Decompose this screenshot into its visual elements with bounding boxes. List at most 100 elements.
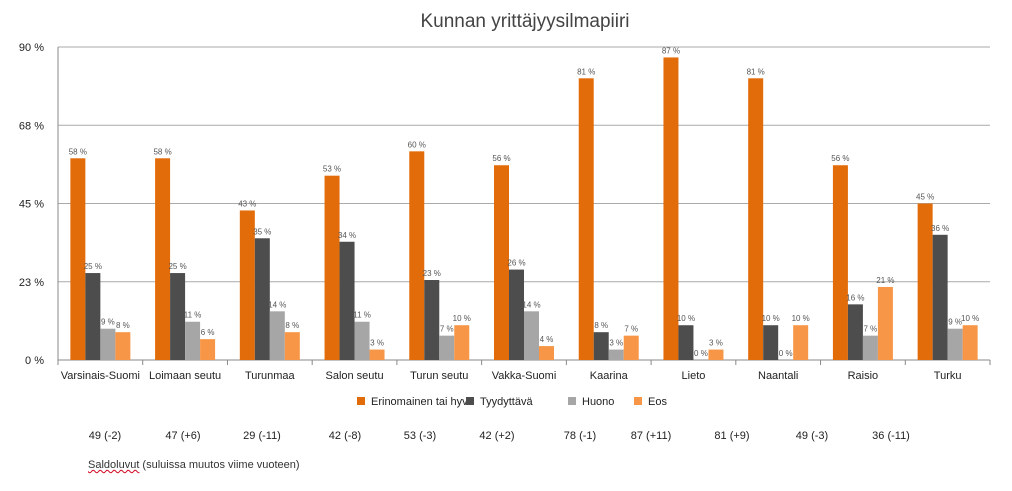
bar — [917, 203, 933, 360]
data-label: 26 % — [507, 259, 525, 268]
bar — [115, 332, 131, 360]
data-label: 11 % — [184, 311, 202, 320]
x-tick-label: Salon seutu — [325, 370, 383, 382]
bar — [623, 335, 639, 360]
data-label: 6 % — [201, 328, 215, 337]
x-tick-label: Turku — [934, 370, 962, 382]
bar — [269, 311, 285, 360]
data-label: 3 % — [609, 339, 623, 348]
y-tick-label: 23 % — [19, 277, 44, 289]
data-label: 11 % — [353, 311, 371, 320]
legend-label: Tyydyttävä — [480, 396, 533, 408]
data-label: 58 % — [69, 147, 87, 156]
data-label: 8 % — [285, 321, 299, 330]
y-tick-label: 90 % — [19, 42, 44, 54]
data-label: 0 % — [694, 349, 708, 358]
bar — [284, 332, 300, 360]
saldo-footnote: Saldoluvut (suluissa muutos viime vuotee… — [88, 459, 300, 471]
data-label: 4 % — [540, 335, 554, 344]
chart-title: Kunnan yrittäjyysilmapiiri — [420, 11, 629, 32]
saldo-value: 47 (+6) — [165, 430, 201, 442]
x-tick-label: Lieto — [682, 370, 706, 382]
bar — [439, 335, 455, 360]
legend-swatch — [357, 397, 365, 405]
data-label: 7 % — [440, 325, 454, 334]
bar — [593, 332, 609, 360]
data-label: 35 % — [253, 227, 271, 236]
y-tick-label: 0 % — [25, 355, 44, 367]
bar — [947, 328, 963, 360]
data-label: 25 % — [84, 262, 102, 271]
legend-label: Erinomainen tai hyvä — [371, 396, 475, 408]
bar — [539, 346, 554, 360]
bar — [763, 325, 779, 360]
bar — [170, 273, 186, 360]
bar — [962, 325, 978, 360]
data-label: 25 % — [168, 262, 186, 271]
saldo-value: 81 (+9) — [714, 430, 750, 442]
bar — [409, 151, 425, 360]
data-label: 36 % — [931, 224, 949, 233]
saldo-value: 53 (-3) — [403, 430, 437, 442]
data-label: 56 % — [831, 154, 849, 163]
bar — [239, 210, 255, 360]
saldo-value: 49 (-3) — [795, 430, 829, 442]
data-label: 0 % — [779, 349, 793, 358]
bar — [185, 321, 201, 360]
data-label: 9 % — [948, 318, 962, 327]
footnote-text: (suluissa muutos viime vuoteen) — [139, 459, 300, 471]
data-label: 10 % — [792, 314, 810, 323]
x-tick-label: Turunmaa — [245, 370, 296, 382]
bar — [748, 78, 764, 361]
bar — [424, 280, 440, 360]
data-label: 7 % — [624, 325, 638, 334]
bar — [494, 165, 509, 360]
data-label: 14 % — [522, 300, 540, 309]
data-label: 9 % — [101, 318, 115, 327]
data-label: 10 % — [961, 314, 979, 323]
bar — [678, 325, 694, 360]
data-label: 23 % — [423, 269, 441, 278]
y-tick-label: 45 % — [19, 199, 44, 211]
x-tick-label: Turun seutu — [410, 370, 468, 382]
bar — [578, 78, 594, 361]
data-label: 7 % — [864, 325, 878, 334]
data-label: 56 % — [492, 154, 510, 163]
bar — [200, 339, 216, 360]
data-label: 43 % — [238, 199, 256, 208]
data-label: 3 % — [709, 339, 723, 348]
bar — [708, 349, 724, 360]
bar — [608, 349, 624, 360]
saldo-value: 49 (-2) — [88, 430, 122, 442]
data-label: 34 % — [338, 231, 356, 240]
y-tick-label: 68 % — [19, 120, 44, 132]
data-label: 81 % — [747, 67, 765, 76]
bar — [354, 321, 370, 360]
data-label: 21 % — [876, 276, 894, 285]
data-label: 8 % — [594, 321, 608, 330]
legend-swatch — [568, 397, 576, 405]
bar — [832, 165, 848, 360]
bar — [524, 311, 539, 360]
bar — [369, 349, 385, 360]
x-tick-label: Raisio — [848, 370, 879, 382]
data-label: 10 % — [453, 314, 471, 323]
bar — [663, 57, 679, 360]
data-label: 81 % — [577, 67, 595, 76]
data-label: 14 % — [268, 300, 286, 309]
data-label: 10 % — [677, 314, 695, 323]
bar — [932, 234, 948, 360]
x-tick-label: Vakka-Suomi — [492, 370, 557, 382]
saldo-value: 36 (-11) — [872, 430, 910, 442]
x-tick-label: Varsinais-Suomi — [61, 370, 140, 382]
saldo-value: 42 (+2) — [479, 430, 515, 442]
data-label: 45 % — [916, 193, 934, 202]
saldo-value: 29 (-11) — [243, 430, 281, 442]
x-tick-label: Naantali — [758, 370, 798, 382]
data-label: 10 % — [762, 314, 780, 323]
saldo-row: 49 (-2) 47 (+6) 29 (-11) 42 (-8) 53 (-3) 42 (… — [0, 430, 1012, 446]
data-label: 87 % — [662, 46, 680, 55]
bar — [339, 241, 355, 360]
